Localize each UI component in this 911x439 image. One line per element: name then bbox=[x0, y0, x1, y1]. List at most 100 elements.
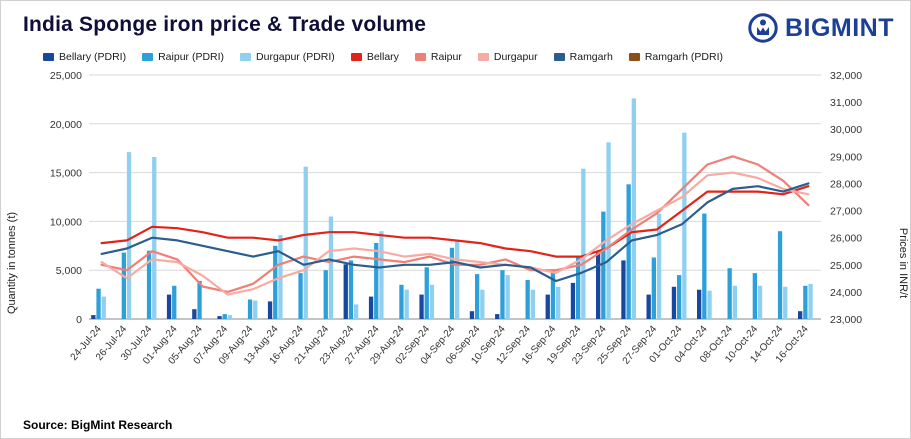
bar bbox=[808, 283, 813, 319]
legend-swatch bbox=[142, 53, 154, 61]
bar bbox=[172, 285, 177, 319]
legend-item-bellary: Bellary bbox=[350, 51, 399, 63]
bar bbox=[530, 289, 535, 319]
bar bbox=[500, 270, 505, 319]
bar bbox=[374, 242, 379, 319]
bar bbox=[803, 285, 808, 319]
right-axis-tick-label: 31,000 bbox=[830, 97, 862, 109]
bar bbox=[455, 239, 460, 319]
bar bbox=[646, 294, 651, 319]
page-title: India Sponge iron price & Trade volume bbox=[23, 13, 427, 36]
legend-item-ramgarh: Ramgarh bbox=[553, 51, 613, 63]
bar bbox=[480, 289, 485, 319]
bar bbox=[727, 268, 732, 319]
bar bbox=[626, 184, 631, 319]
bar bbox=[525, 280, 530, 319]
right-axis-tick-label: 24,000 bbox=[830, 287, 862, 299]
legend-swatch bbox=[240, 53, 252, 61]
bar bbox=[166, 294, 172, 319]
bar bbox=[121, 252, 126, 319]
bar bbox=[227, 315, 233, 319]
legend-item-ramgarh-pdri-: Ramgarh (PDRI) bbox=[628, 51, 724, 63]
bar bbox=[581, 168, 586, 319]
bar bbox=[732, 285, 737, 319]
bar bbox=[91, 315, 96, 319]
chart-canvas: Quantity in tonnes (t) Prices in INR/t 0… bbox=[6, 70, 909, 367]
bar bbox=[379, 231, 384, 319]
bar bbox=[429, 284, 435, 319]
bar bbox=[545, 294, 550, 319]
bar bbox=[702, 213, 707, 319]
bar bbox=[621, 260, 626, 319]
bar bbox=[348, 260, 354, 319]
bar bbox=[126, 152, 132, 319]
legend-swatch bbox=[553, 53, 565, 61]
legend-label: Raipur bbox=[430, 51, 462, 63]
right-axis-tick-label: 29,000 bbox=[830, 151, 862, 163]
bar bbox=[596, 252, 601, 319]
bar bbox=[601, 211, 606, 319]
legend-item-raipur-pdri-: Raipur (PDRI) bbox=[142, 51, 224, 63]
right-axis-title: Prices in INR/t bbox=[897, 228, 909, 298]
left-axis-tick-label: 15,000 bbox=[50, 168, 82, 180]
bar bbox=[192, 309, 197, 319]
legend-label: Bellary bbox=[366, 51, 399, 63]
legend-item-durgapur: Durgapur bbox=[477, 51, 538, 63]
bar bbox=[752, 273, 757, 319]
line-series-layer bbox=[100, 155, 810, 296]
bar bbox=[671, 286, 677, 319]
legend-swatch bbox=[628, 53, 640, 61]
bar bbox=[576, 255, 581, 319]
bar bbox=[651, 257, 656, 319]
header: India Sponge iron price & Trade volume B… bbox=[1, 1, 910, 43]
bar bbox=[697, 289, 702, 319]
bar bbox=[298, 273, 303, 319]
left-axis-tick-label: 5,000 bbox=[56, 265, 82, 277]
bar bbox=[419, 294, 424, 319]
right-axis-tick-label: 26,000 bbox=[830, 233, 862, 245]
bar bbox=[656, 213, 662, 319]
bar bbox=[399, 284, 404, 319]
legend-swatch bbox=[414, 53, 426, 61]
bar bbox=[267, 301, 273, 319]
bigmint-logo-icon bbox=[748, 13, 778, 43]
bar bbox=[677, 275, 682, 319]
bar bbox=[101, 296, 106, 319]
bar bbox=[505, 275, 510, 319]
bar bbox=[475, 274, 480, 319]
legend-swatch bbox=[43, 53, 54, 61]
bar bbox=[550, 270, 556, 319]
left-axis-tick-label: 10,000 bbox=[50, 216, 82, 228]
bar bbox=[222, 314, 227, 319]
line-series-bellary bbox=[100, 185, 810, 258]
left-axis-tick-label: 20,000 bbox=[50, 119, 82, 131]
bar bbox=[146, 250, 152, 319]
legend-label: Bellary (PDRI) bbox=[59, 51, 127, 63]
bar bbox=[197, 280, 202, 319]
legend-swatch bbox=[350, 53, 362, 61]
legend-label: Durgapur bbox=[493, 51, 538, 63]
axis-ticks: 0 5,000 10,000 15,000 20,000 25,000 23,000 24,0… bbox=[50, 70, 862, 367]
legend-label: Ramgarh (PDRI) bbox=[644, 51, 724, 63]
legend-label: Raipur (PDRI) bbox=[158, 51, 225, 63]
bar bbox=[303, 166, 308, 319]
legend-item-raipur: Raipur bbox=[414, 51, 462, 63]
line-series-ramgarh bbox=[100, 182, 810, 283]
bar bbox=[328, 216, 334, 319]
bar bbox=[323, 270, 328, 319]
right-axis-tick-label: 23,000 bbox=[830, 314, 862, 326]
bar-series-raipur-pdri- bbox=[96, 184, 808, 319]
legend-item-bellary-pdri-: Bellary (PDRI) bbox=[43, 51, 126, 63]
bar bbox=[570, 282, 576, 319]
right-axis-tick-label: 28,000 bbox=[830, 178, 862, 190]
bar bbox=[469, 311, 475, 319]
bar bbox=[247, 299, 253, 319]
bar bbox=[707, 290, 712, 319]
right-axis-tick-label: 30,000 bbox=[830, 124, 862, 136]
bar bbox=[343, 264, 348, 319]
bar bbox=[253, 300, 258, 319]
line-series-raipur bbox=[100, 155, 810, 293]
bar bbox=[798, 311, 803, 319]
bar bbox=[368, 296, 374, 319]
